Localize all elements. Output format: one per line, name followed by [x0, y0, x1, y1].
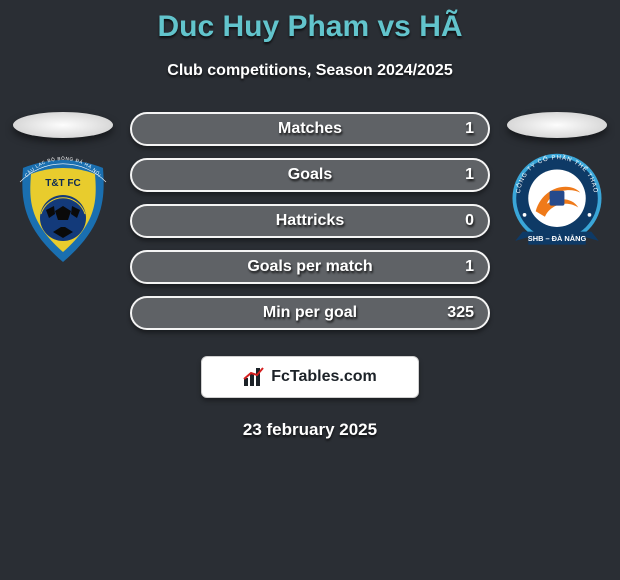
stat-right-value: 1 — [465, 120, 474, 138]
stat-right-value: 1 — [465, 258, 474, 276]
left-player-col: T&T FC CÂU LẠC BỘ BÓNG ĐÁ HÀ NỘI — [8, 112, 118, 266]
subtitle: Club competitions, Season 2024/2025 — [0, 62, 620, 80]
stat-right-value: 325 — [447, 304, 474, 322]
stat-row-matches: Matches 1 — [130, 112, 490, 146]
infographic-root: Duc Huy Pham vs HÃ Club competitions, Se… — [0, 0, 620, 580]
main-row: T&T FC CÂU LẠC BỘ BÓNG ĐÁ HÀ NỘI — [0, 112, 620, 440]
right-avatar-placeholder — [507, 112, 607, 138]
fctables-logo-text: FcTables.com — [243, 367, 377, 387]
date-line: 23 february 2025 — [130, 420, 490, 440]
ring-dot-left — [523, 213, 527, 217]
stat-label: Min per goal — [263, 304, 357, 322]
left-crest-text: T&T FC — [45, 178, 81, 189]
stat-right-value: 0 — [465, 212, 474, 230]
ring-dot-right — [588, 213, 592, 217]
right-player-col: CÔNG TY CỔ PHẦN THỂ THAO SHB – ĐÀ NẴNG — [502, 112, 612, 256]
center-box — [550, 191, 565, 206]
right-crest: CÔNG TY CỔ PHẦN THỂ THAO SHB – ĐÀ NẴNG — [506, 146, 608, 256]
stat-label: Goals per match — [247, 258, 372, 276]
chart-icon — [243, 367, 265, 387]
stat-row-mpg: Min per goal 325 — [130, 296, 490, 330]
stat-label: Matches — [278, 120, 342, 138]
left-avatar-placeholder — [13, 112, 113, 138]
fctables-logo[interactable]: FcTables.com — [201, 356, 419, 398]
logo-label: FcTables.com — [271, 368, 377, 386]
stat-row-gpm: Goals per match 1 — [130, 250, 490, 284]
page-title: Duc Huy Pham vs HÃ — [0, 0, 620, 44]
stat-label: Goals — [288, 166, 332, 184]
stat-label: Hattricks — [276, 212, 344, 230]
stat-row-hattricks: Hattricks 0 — [130, 204, 490, 238]
stats-column: Matches 1 Goals 1 Hattricks 0 Goals per … — [118, 112, 502, 440]
right-crest-svg: CÔNG TY CỔ PHẦN THỂ THAO SHB – ĐÀ NẴNG — [506, 150, 608, 252]
stat-right-value: 1 — [465, 166, 474, 184]
left-crest-svg: T&T FC CÂU LẠC BỘ BÓNG ĐÁ HÀ NỘI — [13, 156, 113, 266]
stat-row-goals: Goals 1 — [130, 158, 490, 192]
left-crest: T&T FC CÂU LẠC BỘ BÓNG ĐÁ HÀ NỘI — [12, 156, 114, 266]
ribbon-text: SHB – ĐÀ NẴNG — [528, 234, 587, 243]
